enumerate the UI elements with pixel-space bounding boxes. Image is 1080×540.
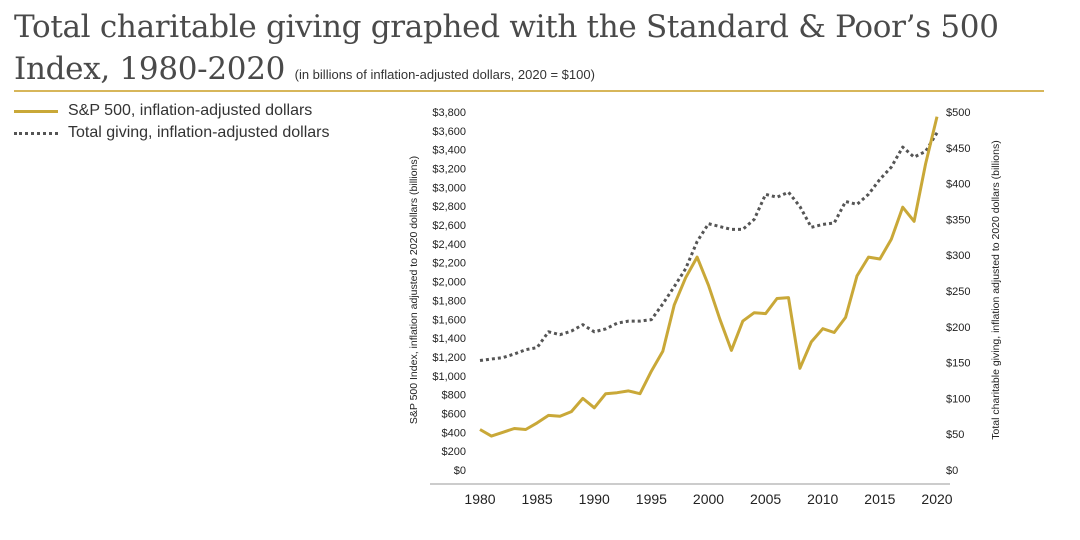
left-axis-title: S&P 500 Index, inflation adjusted to 202…: [408, 156, 420, 424]
left-tick-label: $400: [442, 427, 466, 439]
right-tick-label: $150: [946, 358, 970, 370]
right-tick-label: $200: [946, 322, 970, 334]
right-tick-label: $250: [946, 286, 970, 298]
left-tick-label: $3,200: [432, 164, 466, 176]
title-line-2-text: Index, 1980-2020: [14, 51, 286, 87]
x-tick-label: 2015: [864, 491, 895, 507]
x-tick-label: 1990: [579, 491, 610, 507]
series-layer: [479, 116, 939, 438]
right-tick-label: $300: [946, 250, 970, 262]
x-tick-label: 2020: [921, 491, 952, 507]
x-tick-label: 2010: [807, 491, 838, 507]
right-tick-label: $350: [946, 214, 970, 226]
left-tick-label: $2,600: [432, 220, 466, 232]
legend-item-sp500: S&P 500, inflation-adjusted dollars: [14, 100, 329, 122]
left-tick-label: $2,400: [432, 239, 466, 251]
legend: S&P 500, inflation-adjusted dollars Tota…: [14, 100, 329, 144]
right-axis-ticks: $0 $50 $100 $150 $200 $250 $300 $350 $400 $450 $50…: [946, 107, 970, 477]
left-tick-label: $1,000: [432, 371, 466, 383]
x-tick-label: 1985: [522, 491, 553, 507]
left-tick-label: $3,000: [432, 182, 466, 194]
left-tick-label: $800: [442, 390, 466, 402]
chart-title: Total charitable giving graphed with the…: [14, 6, 999, 96]
x-tick-label: 1980: [464, 491, 495, 507]
legend-label-sp500: S&P 500, inflation-adjusted dollars: [68, 102, 313, 119]
title-divider: [14, 90, 1044, 92]
left-tick-label: $1,600: [432, 314, 466, 326]
right-axis-title: Total charitable giving, inflation adjus…: [990, 140, 1002, 439]
x-tick-label: 2005: [750, 491, 781, 507]
giving-line: [479, 132, 939, 362]
left-axis-ticks: $0 $200 $400 $600 $800 $1,000 $1,200 $1,400 $1,6…: [432, 107, 466, 477]
chart-subtitle: (in billions of inflation-adjusted dolla…: [294, 67, 595, 82]
left-tick-label: $1,200: [432, 352, 466, 364]
title-line-2: Index, 1980-2020 (in billions of inflati…: [14, 48, 999, 96]
left-tick-label: $3,400: [432, 145, 466, 157]
right-tick-label: $100: [946, 393, 970, 405]
legend-swatch-giving: [14, 131, 58, 135]
legend-label-giving: Total giving, inflation-adjusted dollars: [68, 124, 330, 141]
legend-swatch-sp500: [14, 109, 58, 113]
x-axis-ticks: 1980 1985 1990 1995 2000 2005 2010 2015 2020: [464, 491, 952, 507]
left-tick-label: $1,400: [432, 333, 466, 345]
right-tick-label: $400: [946, 179, 970, 191]
right-tick-label: $450: [946, 143, 970, 155]
left-tick-label: $3,800: [432, 107, 466, 119]
right-tick-label: $0: [946, 465, 958, 477]
legend-item-giving: Total giving, inflation-adjusted dollars: [14, 122, 329, 144]
title-line-1: Total charitable giving graphed with the…: [14, 9, 999, 45]
x-tick-label: 2000: [693, 491, 724, 507]
left-tick-label: $1,800: [432, 295, 466, 307]
left-tick-label: $2,800: [432, 201, 466, 213]
left-tick-label: $2,000: [432, 277, 466, 289]
right-tick-label: $500: [946, 107, 970, 119]
left-tick-label: $600: [442, 408, 466, 420]
left-tick-label: $3,600: [432, 126, 466, 138]
x-tick-label: 1995: [636, 491, 667, 507]
left-tick-label: $2,200: [432, 258, 466, 270]
left-tick-label: $0: [454, 465, 466, 477]
left-tick-label: $200: [442, 446, 466, 458]
sp500-line: [479, 116, 939, 438]
right-tick-label: $50: [946, 429, 964, 441]
